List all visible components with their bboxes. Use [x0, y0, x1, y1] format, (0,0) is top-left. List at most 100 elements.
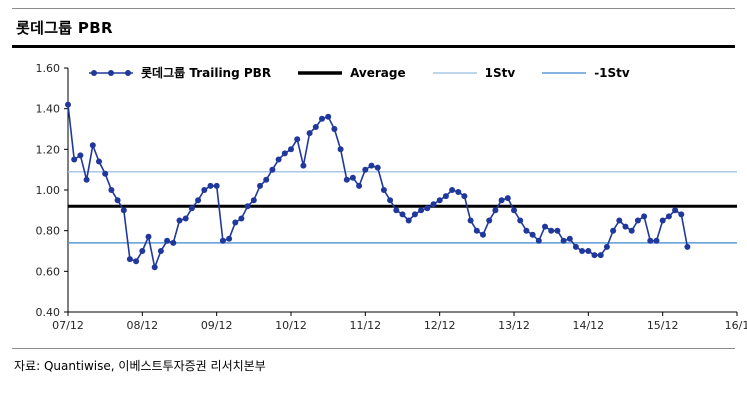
data-point [610, 227, 617, 234]
data-point [176, 217, 183, 224]
data-point [201, 187, 208, 193]
data-point [300, 162, 307, 169]
data-point [219, 237, 226, 244]
data-point [368, 162, 375, 169]
data-point [170, 239, 177, 246]
pbr-chart: 0.40 0.60 0.80 1.00 1.20 1.40 1.60 07/12 08/12 09… [36, 62, 747, 332]
plus-1stv-legend-swatch [432, 71, 477, 74]
legend-label: Average [350, 65, 406, 80]
minus-1stv-legend-swatch [542, 71, 587, 74]
legend-label: -1Stv [594, 65, 630, 80]
legend-item-plus-1stv: 1Stv [432, 65, 516, 80]
data-point [89, 142, 96, 149]
data-point [126, 256, 133, 263]
data-point [486, 217, 493, 224]
legend-item-trailing-pbr: 롯데그룹 Trailing PBR [88, 64, 271, 81]
legend-label: 1Stv [484, 65, 516, 80]
data-point [542, 223, 548, 230]
data-point [281, 150, 288, 157]
data-point [517, 217, 524, 224]
x-tick-label: 16/1 [725, 319, 747, 332]
y-tick-label: 1.60 [36, 62, 61, 75]
data-point [405, 217, 412, 224]
data-point [362, 166, 369, 173]
data-point [188, 205, 195, 212]
x-tick-label: 07/12 [52, 319, 84, 332]
data-point [659, 217, 666, 224]
y-tick-label: 0.80 [36, 225, 61, 238]
legend-item-average: Average [297, 66, 406, 80]
data-point [436, 197, 443, 204]
data-point [498, 197, 505, 204]
data-point [207, 182, 214, 189]
data-point [294, 136, 301, 143]
data-point [554, 227, 561, 234]
data-point [120, 207, 127, 214]
data-point [157, 248, 164, 254]
x-tick-label: 10/12 [275, 319, 307, 332]
data-point [511, 207, 517, 214]
data-point [387, 197, 394, 204]
data-point [244, 203, 251, 210]
data-point [337, 146, 344, 153]
data-point [529, 231, 536, 238]
data-point [232, 219, 239, 226]
data-point [647, 237, 654, 244]
data-point [678, 211, 685, 218]
data-point [585, 248, 592, 254]
data-point [455, 189, 462, 195]
x-tick-label: 12/12 [424, 319, 456, 332]
x-tick-label: 14/12 [572, 319, 604, 332]
data-point [591, 252, 598, 259]
data-point [467, 217, 474, 224]
data-point [77, 152, 84, 159]
data-point [306, 130, 313, 137]
data-point [374, 164, 381, 171]
data-point [473, 227, 480, 234]
data-point [597, 252, 604, 259]
data-point [250, 197, 257, 204]
data-point [102, 170, 109, 177]
x-tick-label: 13/12 [498, 319, 530, 332]
data-point [622, 223, 629, 230]
data-point [151, 264, 158, 271]
data-point [114, 197, 121, 204]
data-point [139, 248, 146, 254]
average-legend-swatch [298, 70, 343, 75]
x-tick-label: 08/12 [126, 319, 158, 332]
data-point [548, 227, 555, 234]
data-point [195, 197, 202, 204]
data-point [641, 213, 648, 220]
data-point [96, 158, 102, 165]
data-point [424, 205, 431, 212]
chart-title: 롯데그룹 PBR [16, 19, 113, 37]
y-tick-label: 1.20 [36, 143, 61, 156]
x-tick-label: 15/12 [647, 319, 679, 332]
data-point [164, 237, 171, 244]
data-point [461, 193, 468, 200]
data-point [226, 235, 233, 242]
report-header: 롯데그룹 PBR [12, 8, 735, 48]
data-point [560, 237, 567, 244]
y-axis: 0.40 0.60 0.80 1.00 1.20 1.40 1.60 [36, 62, 69, 319]
y-tick-label: 0.60 [36, 265, 61, 278]
legend-label: 롯데그룹 Trailing PBR [141, 66, 272, 80]
data-point [480, 231, 486, 238]
data-point [182, 215, 189, 222]
data-point [442, 193, 449, 200]
data-point [523, 227, 530, 234]
data-point [566, 235, 573, 242]
data-point [325, 113, 332, 120]
x-axis: 07/12 08/12 09/12 10/12 11/12 12/12 13/12 14/12… [52, 311, 747, 332]
data-point [504, 195, 511, 202]
data-point [492, 207, 499, 214]
data-point [269, 166, 276, 173]
data-point [628, 227, 635, 234]
data-point [672, 207, 679, 214]
y-tick-label: 0.40 [36, 306, 61, 319]
data-point [579, 248, 586, 254]
data-point [430, 201, 437, 208]
data-point [238, 215, 245, 222]
data-point [449, 187, 456, 193]
data-point [312, 124, 319, 130]
